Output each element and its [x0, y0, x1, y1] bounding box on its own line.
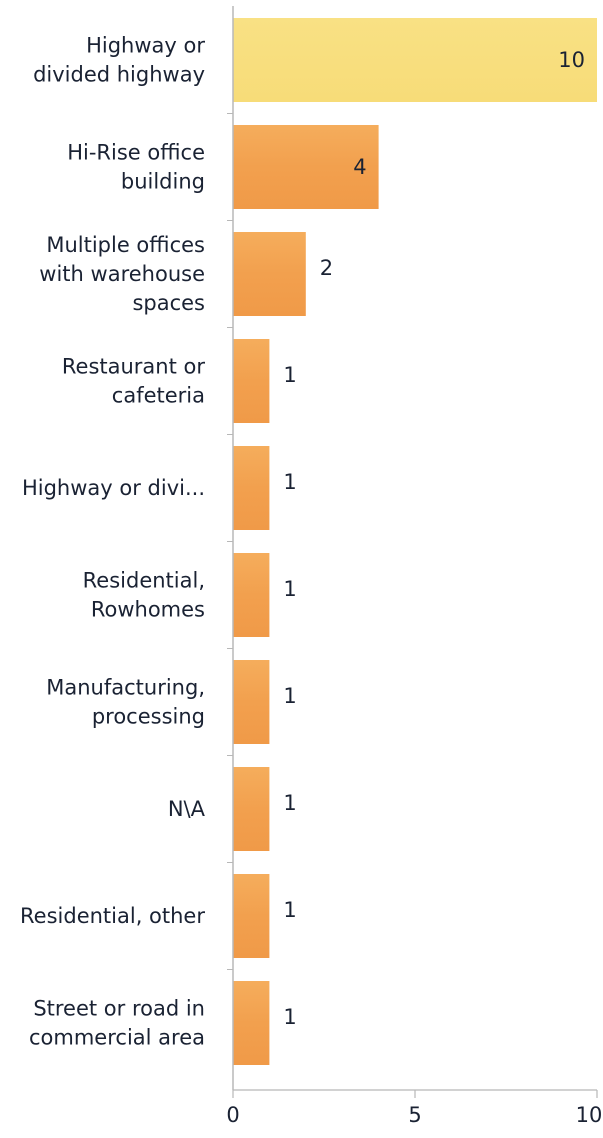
category-label-line: spaces [132, 291, 205, 315]
category-label-line: Highway or [86, 34, 205, 58]
category-label: Highway or divided highway [33, 34, 205, 87]
category-label-line: building [121, 170, 205, 194]
bar [233, 874, 270, 958]
category-label-line: Residential, [83, 569, 205, 593]
value-label: 1 [283, 898, 296, 922]
value-label: 10 [558, 48, 585, 72]
category-label-line: N\A [168, 797, 206, 821]
value-label: 1 [283, 1005, 296, 1029]
x-tick-label: 0 [226, 1103, 239, 1127]
value-label: 1 [283, 363, 296, 387]
category-label: Manufacturing, processing [46, 676, 205, 729]
category-label: Residential, other [20, 904, 205, 928]
bar [233, 18, 597, 102]
category-label: Highway or divi... [22, 476, 205, 500]
bar [233, 232, 306, 316]
category-label: Restaurant or cafeteria [62, 355, 205, 408]
bar [233, 125, 379, 209]
value-label: 1 [283, 577, 296, 601]
category-label-line: Street or road in [33, 997, 205, 1021]
bar [233, 660, 270, 744]
category-label-line: with warehouse [39, 262, 205, 286]
category-label-line: Rowhomes [91, 598, 205, 622]
value-label: 1 [283, 470, 296, 494]
bar [233, 446, 270, 530]
bar [233, 981, 270, 1065]
value-label: 4 [353, 155, 366, 179]
bar [233, 553, 270, 637]
x-tick-label: 10 [576, 1103, 603, 1127]
category-label: Multiple offices with warehouse spaces [39, 233, 205, 315]
value-label: 2 [320, 256, 333, 280]
category-label-line: Restaurant or [62, 355, 205, 379]
bar [233, 339, 270, 423]
category-label-line: Multiple offices [46, 233, 205, 257]
category-label-line: Hi-Rise office [67, 141, 205, 165]
category-label: Hi-Rise office building [67, 141, 205, 194]
category-label-line: processing [92, 705, 205, 729]
category-label-line: Residential, other [20, 904, 205, 928]
category-label-line: commercial area [29, 1026, 205, 1050]
x-tick-label: 5 [408, 1103, 421, 1127]
category-label: N\A [168, 797, 206, 821]
bar [233, 767, 270, 851]
category-label-line: Highway or divi... [22, 476, 205, 500]
category-label-line: Manufacturing, [46, 676, 205, 700]
value-label: 1 [283, 684, 296, 708]
category-label-line: divided highway [33, 63, 205, 87]
value-label: 1 [283, 791, 296, 815]
category-label-line: cafeteria [112, 384, 205, 408]
category-label: Street or road in commercial area [29, 997, 205, 1050]
category-label: Residential, Rowhomes [83, 569, 205, 622]
